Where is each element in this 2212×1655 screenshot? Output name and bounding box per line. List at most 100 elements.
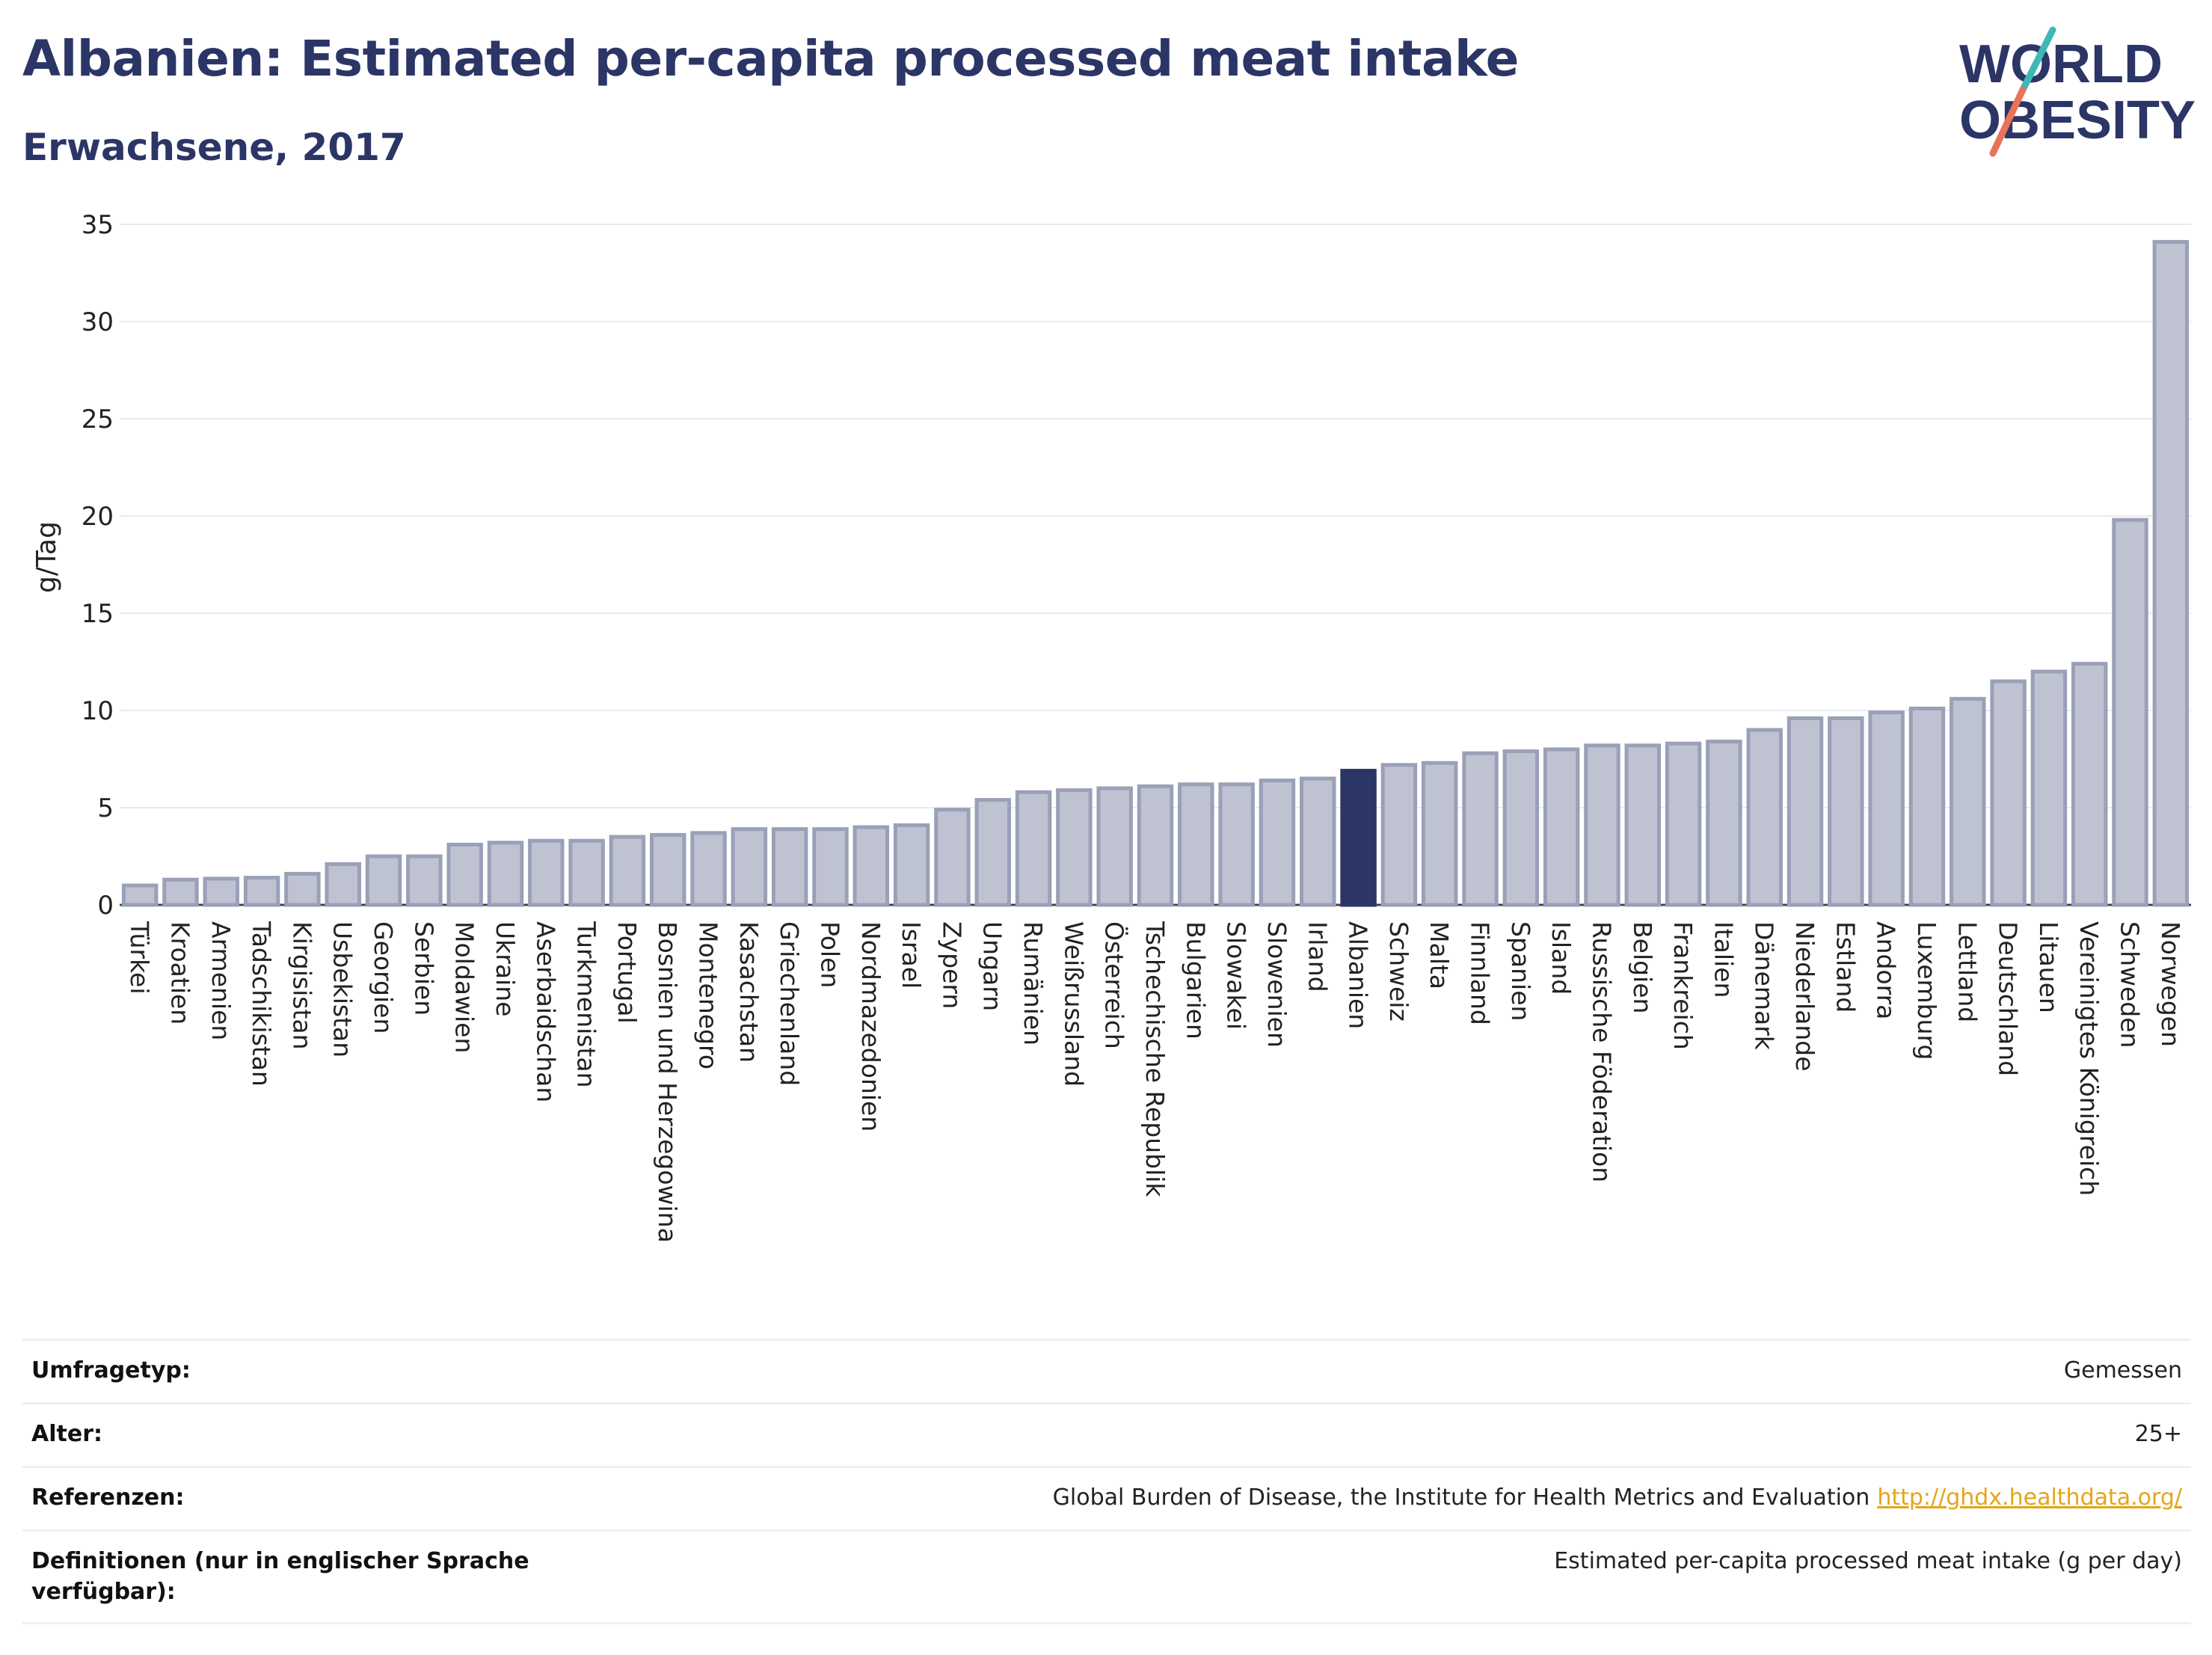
logo-word-world: WORLD — [1959, 34, 2163, 94]
bar-ungarn[interactable] — [974, 798, 1011, 907]
bar-lettland[interactable] — [1950, 696, 1986, 907]
bar-luxemburg[interactable] — [1908, 706, 1946, 907]
bar-tadschikistan[interactable] — [243, 876, 280, 907]
bar-finnland[interactable] — [1462, 751, 1499, 907]
bar-montenegro[interactable] — [690, 831, 727, 907]
x-tick-label: Litauen — [2034, 921, 2063, 1013]
bar-schweiz[interactable] — [1380, 763, 1418, 907]
bar-estland[interactable] — [1828, 716, 1864, 907]
bar-aserbaidschan[interactable] — [528, 838, 565, 907]
x-tick-label: Montenegro — [694, 921, 723, 1069]
x-tick-label: Georgien — [369, 921, 398, 1034]
x-tick-label: Malta — [1425, 921, 1454, 989]
bar-irland[interactable] — [1300, 776, 1336, 907]
bar-slowenien[interactable] — [1259, 779, 1296, 907]
x-tick-label: Griechenland — [775, 921, 804, 1086]
x-tick-label: Finnland — [1466, 921, 1495, 1025]
reference-link[interactable]: http://ghdx.healthdata.org/ — [1877, 1484, 2182, 1511]
bar-nordmazedonien[interactable] — [852, 825, 890, 907]
bar-niederlande[interactable] — [1787, 716, 1824, 907]
y-tick-labels: 0 5 10 15 20 25 30 35 — [82, 210, 114, 921]
bar-tschechische-republik[interactable] — [1137, 784, 1174, 907]
bar-türkei[interactable] — [121, 883, 159, 907]
x-tick-label: Niederlande — [1790, 921, 1819, 1072]
bar-moldawien[interactable] — [446, 842, 483, 907]
logo-slash-teal — [2019, 26, 2056, 93]
x-tick-label: Dänemark — [1750, 921, 1779, 1051]
bar-deutschland[interactable] — [1990, 679, 2027, 907]
bar-usbekistan[interactable] — [325, 862, 361, 907]
meta-value: 25+ — [2135, 1419, 2182, 1450]
meta-label: Referenzen: — [31, 1484, 185, 1511]
bar-schweden[interactable] — [2112, 518, 2148, 907]
meta-value: Gemessen — [2064, 1356, 2182, 1387]
bar-andorra[interactable] — [1868, 710, 1905, 907]
x-tick-label: Irland — [1303, 921, 1332, 992]
bar-griechenland[interactable] — [771, 827, 808, 907]
bar-ukraine[interactable] — [487, 841, 524, 907]
bar-israel[interactable] — [893, 823, 930, 907]
bar-polen[interactable] — [812, 827, 849, 907]
y-tick-label: 20 — [82, 502, 114, 532]
y-tick-label: 35 — [82, 210, 114, 240]
bar-rumänien[interactable] — [1015, 790, 1052, 907]
x-tick-label: Serbien — [409, 921, 438, 1016]
bar-norwegen[interactable] — [2152, 239, 2190, 907]
x-tick-label: Bosnien und Herzegowina — [653, 921, 682, 1243]
x-tick-label: Slowenien — [1262, 921, 1291, 1048]
x-tick-label: Belgien — [1628, 921, 1657, 1013]
bar-slowakei[interactable] — [1218, 782, 1255, 907]
world-obesity-logo: WORLD OBESITY — [1959, 26, 2196, 157]
x-tick-label: Ungarn — [978, 921, 1007, 1011]
bar-belgien[interactable] — [1624, 743, 1661, 907]
bars-layer — [121, 239, 2190, 907]
bar-georgien[interactable] — [365, 854, 402, 907]
meta-value-text: Global Burden of Disease, the Institute … — [1052, 1484, 1870, 1511]
y-tick-label: 30 — [82, 307, 114, 337]
bar-kirgisistan[interactable] — [284, 871, 321, 907]
meta-row: Definitionen (nur in englischer Sprache … — [22, 1529, 2191, 1624]
x-tick-label: Portugal — [612, 921, 642, 1024]
x-tick-label: Israel — [897, 921, 926, 989]
x-tick-label: Türkei — [125, 921, 154, 995]
bar-island[interactable] — [1543, 747, 1580, 907]
x-tick-label: Tadschikistan — [247, 921, 276, 1087]
x-tick-label: Usbekistan — [328, 921, 357, 1057]
x-tick-label: Spanien — [1506, 921, 1535, 1021]
bar-chart: 0 5 10 15 20 25 30 35 Türkei Kroatien Armenien Tad… — [31, 210, 2191, 1243]
bar-frankreich[interactable] — [1665, 741, 1702, 907]
x-tick-label: Luxemburg — [1912, 921, 1941, 1060]
bar-dänemark[interactable] — [1746, 728, 1783, 907]
y-tick-label: 0 — [97, 891, 114, 921]
bar-portugal[interactable] — [609, 835, 646, 907]
x-tick-label: Schweiz — [1384, 921, 1413, 1022]
bar-bosnien-und-herzegowina[interactable] — [650, 832, 686, 907]
x-tick-label: Rumänien — [1019, 921, 1048, 1045]
x-tick-label: Deutschland — [1994, 921, 2023, 1076]
bar-armenien[interactable] — [203, 876, 240, 907]
bar-kroatien[interactable] — [162, 877, 199, 907]
bar-bulgarien[interactable] — [1178, 782, 1214, 907]
logo-slash-coral — [1989, 86, 2027, 157]
x-tick-label: Slowakei — [1222, 921, 1251, 1030]
bar-vereinigtes-königreich[interactable] — [2071, 662, 2108, 907]
x-tick-label: Russische Föderation — [1587, 921, 1616, 1182]
bar-zypern[interactable] — [934, 808, 971, 907]
bar-turkmenistan[interactable] — [568, 838, 605, 907]
x-tick-label: Frankreich — [1668, 921, 1698, 1050]
bar-russische-föderation[interactable] — [1584, 743, 1620, 907]
bar-kasachstan[interactable] — [731, 827, 768, 907]
bar-malta[interactable] — [1421, 761, 1458, 907]
bar-serbien[interactable] — [406, 854, 443, 907]
x-tick-label: Moldawien — [450, 921, 479, 1053]
x-tick-label: Polen — [815, 921, 844, 988]
bar-albanien[interactable] — [1340, 769, 1377, 907]
bar-österreich[interactable] — [1096, 786, 1133, 907]
x-tick-label: Armenien — [206, 921, 236, 1040]
y-tick-label: 25 — [82, 405, 114, 435]
bar-spanien[interactable] — [1502, 749, 1540, 907]
x-tick-label: Tschechische Republik — [1140, 921, 1170, 1197]
bar-litauen[interactable] — [2030, 669, 2068, 907]
bar-italien[interactable] — [1706, 740, 1742, 907]
bar-weißrussland[interactable] — [1056, 788, 1093, 907]
